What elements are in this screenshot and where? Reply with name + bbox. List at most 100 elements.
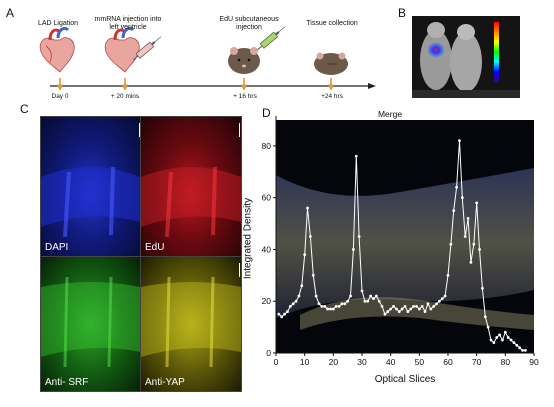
data-point	[360, 289, 364, 293]
x-tick-label: 30	[357, 357, 367, 367]
data-point	[512, 341, 516, 345]
scale-bar	[131, 123, 140, 137]
micrograph-dapi: DAPI	[40, 116, 141, 257]
data-point	[311, 273, 315, 277]
x-tick-label: 90	[529, 357, 539, 367]
timeline-step-label: LAD Ligation	[37, 20, 79, 27]
data-point	[415, 305, 418, 308]
timeline-step-time: + 16 hrs	[233, 93, 257, 100]
scale-bar	[231, 263, 240, 277]
data-point	[320, 305, 324, 308]
panel-d-letter: D	[262, 106, 271, 120]
data-point	[397, 310, 401, 313]
data-point	[455, 185, 458, 189]
data-point	[506, 336, 510, 339]
timeline-step-label: EdU subcutaneous injection	[219, 16, 279, 31]
data-point	[349, 294, 352, 298]
data-point	[524, 349, 527, 352]
data-point	[392, 305, 395, 308]
data-point	[458, 139, 461, 143]
data-point	[288, 305, 292, 308]
data-point	[343, 302, 347, 306]
data-point	[366, 299, 370, 303]
data-point	[337, 305, 341, 308]
syringe-icon	[133, 36, 162, 61]
y-tick-label: 80	[262, 141, 272, 151]
x-tick-label: 40	[386, 357, 396, 367]
data-point	[492, 341, 496, 345]
micrograph-label: EdU	[145, 242, 165, 253]
scale-bar	[231, 123, 240, 137]
micrograph-edu: EdU	[140, 116, 242, 257]
data-point	[286, 310, 289, 313]
panel-a-letter: A	[6, 6, 15, 20]
data-point	[423, 310, 427, 313]
y-tick-label: 40	[262, 244, 272, 254]
data-point	[409, 307, 413, 311]
panel-c-letter: C	[20, 102, 29, 116]
data-point	[306, 206, 309, 210]
data-point	[369, 294, 372, 298]
data-point	[420, 305, 424, 308]
data-point	[317, 302, 321, 306]
data-point	[475, 201, 479, 205]
y-tick-label: 60	[262, 193, 272, 203]
data-point	[346, 299, 350, 303]
data-point	[372, 297, 375, 301]
data-point	[463, 235, 467, 238]
y-tick-label: 0	[266, 348, 271, 358]
data-point	[518, 346, 522, 350]
data-point	[489, 338, 493, 342]
data-point	[309, 235, 312, 238]
data-point	[340, 302, 344, 306]
data-point	[303, 253, 307, 257]
heart-icon	[39, 26, 75, 73]
timeline-step-label: Tissue collection	[306, 20, 358, 27]
x-tick-label: 10	[300, 357, 310, 367]
data-point	[481, 286, 484, 290]
data-point	[300, 284, 304, 288]
data-point	[466, 216, 470, 220]
data-point	[443, 294, 447, 298]
data-point	[515, 343, 519, 347]
data-point	[432, 305, 436, 308]
timeline-figure	[39, 26, 376, 91]
data-point	[323, 305, 327, 308]
data-point	[357, 235, 361, 238]
data-point	[429, 307, 433, 311]
data-point	[374, 294, 378, 298]
panel-b-letter: B	[398, 6, 407, 20]
data-point	[297, 294, 301, 298]
x-tick-label: 20	[329, 357, 339, 367]
x-tick-label: 70	[472, 357, 482, 367]
color-scale-bar	[494, 22, 499, 82]
x-tick-label: 60	[443, 357, 453, 367]
y-axis-label: Integrated Density	[242, 197, 254, 280]
data-point	[352, 248, 355, 251]
micrograph-label: Anti-YAP	[145, 377, 185, 388]
data-point	[498, 333, 501, 337]
data-point	[277, 312, 281, 316]
data-point	[521, 349, 524, 352]
data-point	[438, 299, 441, 303]
data-point	[486, 325, 490, 329]
micrograph-label: Anti- SRF	[45, 377, 89, 388]
chart-title: Merge	[377, 109, 403, 119]
heart-icon	[104, 26, 140, 73]
mouse-icon	[228, 47, 260, 74]
data-point	[483, 315, 487, 319]
data-point	[495, 336, 499, 339]
timeline-step-time: Day 0	[51, 93, 69, 100]
data-point	[503, 330, 507, 334]
data-point	[331, 307, 335, 311]
data-point	[329, 307, 332, 311]
micrograph-label: DAPI	[45, 242, 69, 253]
data-point	[386, 310, 390, 313]
timeline-step-label: mmRNA injection into left ventricle	[94, 16, 162, 31]
y-tick-label: 20	[262, 296, 272, 306]
data-point	[334, 305, 338, 308]
data-point	[377, 299, 381, 303]
data-point	[280, 315, 284, 319]
data-point	[472, 242, 476, 246]
